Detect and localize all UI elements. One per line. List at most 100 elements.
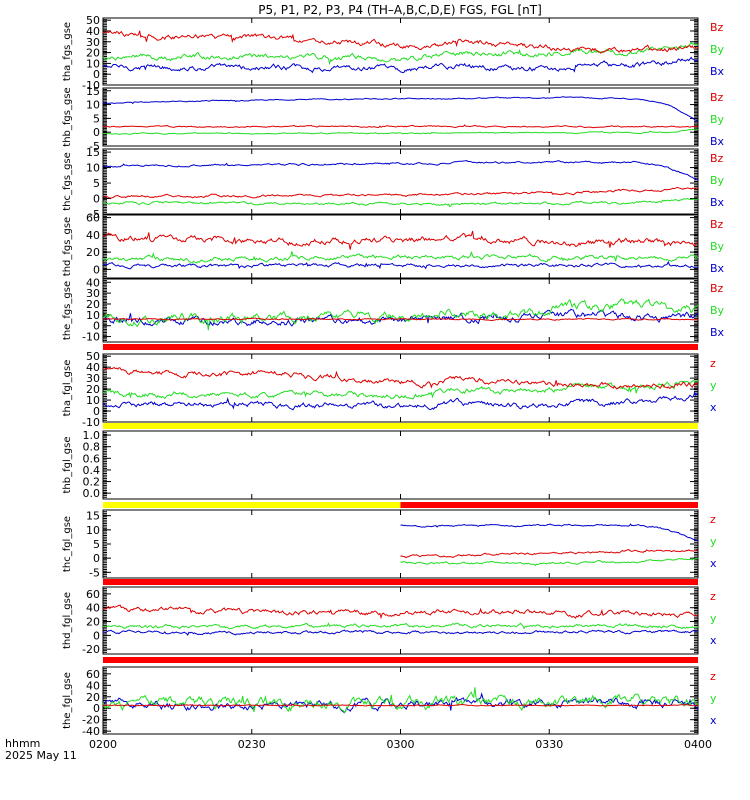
y-tick-label: 10 (86, 394, 100, 407)
series-z-line (103, 230, 698, 250)
y-tick-label: 0.8 (83, 441, 101, 454)
y-tick-label: 0.2 (83, 476, 101, 489)
x-tick-label: 0400 (684, 738, 712, 751)
y-axis-label: thb_fgs_gse (62, 87, 73, 146)
y-tick-label: 50 (86, 350, 100, 363)
legend-x: x (710, 634, 717, 647)
y-axis-label: thb_fgl_gse (62, 437, 73, 494)
y-axis-label: thc_fgs_gse (62, 152, 73, 211)
y-tick-label: 15 (86, 85, 100, 98)
legend-Bz: Bz (710, 21, 724, 34)
series-z-line (103, 367, 698, 390)
y-tick-label: 15 (86, 510, 100, 523)
series-x-line (103, 629, 698, 637)
legend-z: z (710, 590, 716, 603)
y-tick-label: 5 (93, 177, 100, 190)
y-tick-label: 1.0 (83, 429, 101, 442)
legend-y: y (710, 535, 717, 548)
y-tick-label: 60 (86, 668, 100, 681)
x-tick-label: 0330 (535, 738, 563, 751)
y-tick-label: 20 (86, 383, 100, 396)
series-z-line (400, 549, 698, 559)
legend-Bx: Bx (710, 196, 725, 209)
status-bar-red (400, 502, 698, 508)
legend-Bx: Bx (710, 326, 725, 339)
y-tick-label: 0.0 (83, 487, 101, 500)
series-y-line (103, 379, 698, 400)
series-x-line (400, 523, 698, 542)
y-tick-label: 0 (93, 68, 100, 81)
y-tick-label: 5 (93, 112, 100, 125)
status-bars (103, 344, 698, 663)
y-tick-label: -40 (82, 725, 100, 738)
series-y-line (103, 622, 698, 630)
y-tick-label: 0 (93, 263, 100, 276)
y-tick-label: 20 (86, 298, 100, 311)
series-z-line (103, 703, 698, 707)
series-z-line (103, 30, 698, 54)
panel-frame (102, 430, 699, 500)
y-tick-label: 40 (86, 679, 100, 692)
y-axis-label: tha_fgs_gse (62, 22, 73, 81)
y-axis-label: thd_fgs_gse (62, 217, 73, 276)
legend-Bx: Bx (710, 135, 725, 148)
series-z-line (103, 317, 698, 321)
legend-Bz: Bz (710, 91, 724, 104)
y-tick-label: -20 (82, 643, 100, 656)
series-y-line (103, 250, 698, 264)
legend-y: y (710, 692, 717, 705)
y-tick-label: 5 (93, 538, 100, 551)
legend-By: By (710, 174, 725, 187)
y-tick-label: 40 (86, 25, 100, 38)
panel-frame (102, 17, 699, 86)
panel-frame (102, 586, 699, 655)
y-tick-label: 0 (93, 320, 100, 333)
legend-x: x (710, 714, 717, 727)
x-axis-title-date: 2025 May 11 (5, 749, 77, 762)
y-tick-label: 40 (86, 361, 100, 374)
x-axis-title-hhmm: hhmm (5, 737, 40, 750)
legend-x: x (710, 557, 717, 570)
series-y-line (103, 298, 698, 331)
panel-frame (102, 353, 699, 423)
y-tick-label: 60 (86, 212, 100, 225)
legend-By: By (710, 240, 725, 253)
y-tick-label: 10 (86, 309, 100, 322)
legend-y: y (710, 379, 717, 392)
y-tick-label: 20 (86, 616, 100, 629)
time-axis: 0200 0230 0300 0330 0400 (89, 738, 712, 751)
legend-Bx: Bx (710, 262, 725, 275)
y-axis-label: the_fgs_gse (62, 281, 73, 340)
series-x-line (103, 390, 698, 411)
series-y-line (103, 197, 698, 208)
series-x-line (103, 56, 698, 74)
panel-frame (102, 148, 699, 215)
panel-thd_fgs_gse: 0 20 40 60 thd_fgs_gse Bz By Bx (62, 212, 725, 279)
y-tick-label: 30 (86, 287, 100, 300)
y-axis-label: thc_fgl_gse (62, 516, 73, 572)
status-bar-red (103, 657, 698, 663)
legend-z: z (710, 357, 716, 370)
y-tick-label: -5 (89, 566, 100, 579)
legend-Bz: Bz (710, 282, 724, 295)
y-tick-label: 0 (93, 405, 100, 418)
y-tick-label: -5 (89, 140, 100, 153)
y-tick-label: 0 (93, 126, 100, 139)
y-tick-label: 40 (86, 229, 100, 242)
y-tick-label: -10 (82, 331, 100, 344)
status-bar-yellow (103, 423, 698, 429)
y-tick-label: 0 (93, 702, 100, 715)
series-z-line (103, 604, 698, 620)
y-tick-label: 15 (86, 146, 100, 159)
legend-x: x (710, 401, 717, 414)
y-axis-label: thd_fgl_gse (62, 592, 73, 649)
series-y-line (400, 557, 698, 567)
